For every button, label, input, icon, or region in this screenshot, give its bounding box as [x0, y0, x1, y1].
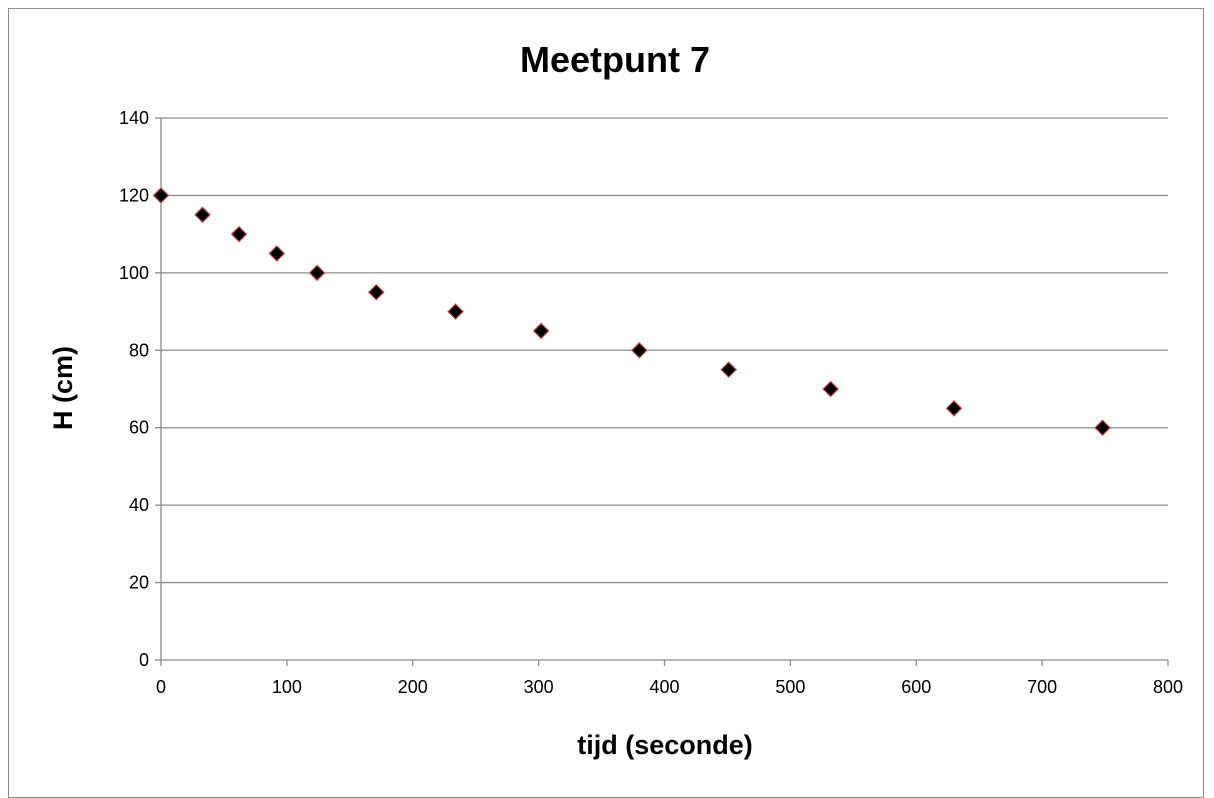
- y-tick-label: 100: [119, 263, 149, 283]
- y-tick-label: 0: [139, 650, 149, 670]
- data-point: [447, 303, 464, 320]
- data-point: [822, 380, 840, 398]
- data-point: [720, 361, 738, 378]
- y-tick-label: 80: [129, 340, 149, 360]
- y-tick-label: 140: [119, 108, 149, 128]
- data-point: [152, 187, 170, 204]
- x-tick-label: 0: [156, 677, 166, 697]
- x-tick-label: 600: [901, 677, 931, 697]
- tick-labels: 0 20 40 60 80 100 120 140 0 100 200 300 400 500 600 700…: [119, 108, 1183, 697]
- x-tick-label: 100: [272, 677, 302, 697]
- y-tick-label: 20: [129, 573, 149, 593]
- y-tick-label: 60: [129, 418, 149, 438]
- x-tick-label: 700: [1027, 677, 1057, 697]
- x-tick-label: 200: [398, 677, 428, 697]
- data-point: [945, 400, 963, 417]
- data-point: [1094, 419, 1111, 437]
- data-point: [230, 225, 248, 243]
- data-points: [152, 187, 1111, 437]
- x-tick-label: 500: [775, 677, 805, 697]
- gridlines: [161, 117, 1168, 584]
- data-point: [308, 264, 326, 282]
- x-axis-title: tijd (seconde): [577, 730, 753, 760]
- data-point: [367, 283, 385, 301]
- y-axis-title: H (cm): [48, 346, 78, 430]
- axes: [155, 117, 1169, 666]
- data-point: [532, 322, 550, 340]
- data-point: [630, 341, 648, 359]
- y-tick-label: 40: [129, 495, 149, 515]
- y-tick-label: 120: [119, 185, 149, 205]
- chart-area: [8, 8, 1204, 798]
- data-point: [194, 206, 211, 224]
- data-point: [268, 245, 286, 262]
- x-tick-label: 800: [1153, 677, 1183, 697]
- x-tick-label: 400: [649, 677, 679, 697]
- chart-title: Meetpunt 7: [520, 39, 710, 80]
- x-tick-label: 300: [524, 677, 554, 697]
